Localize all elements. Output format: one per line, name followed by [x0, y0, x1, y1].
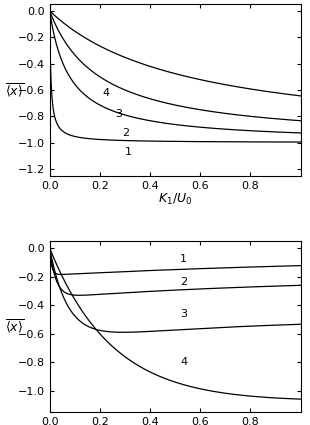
Text: 2: 2	[180, 277, 187, 287]
Text: 4: 4	[102, 88, 109, 98]
Text: 3: 3	[180, 309, 187, 319]
Y-axis label: $\overline{\langle x \rangle}$: $\overline{\langle x \rangle}$	[5, 318, 24, 335]
X-axis label: $K_1/U_0$: $K_1/U_0$	[158, 192, 193, 207]
Text: 1: 1	[180, 255, 187, 264]
Text: 4: 4	[180, 357, 187, 367]
Text: 1: 1	[125, 147, 132, 157]
Text: 2: 2	[122, 128, 130, 139]
Y-axis label: $\overline{\langle x \rangle}$: $\overline{\langle x \rangle}$	[5, 81, 24, 99]
Text: 3: 3	[115, 109, 122, 119]
